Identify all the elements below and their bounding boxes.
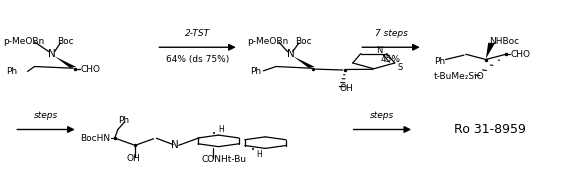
Text: N: N [48, 49, 56, 59]
Text: Ph: Ph [434, 57, 445, 66]
Text: CHO: CHO [81, 65, 101, 74]
Text: p-MeOBn: p-MeOBn [247, 37, 289, 47]
Text: Ph: Ph [118, 116, 129, 125]
Text: Boc: Boc [58, 37, 74, 47]
Text: •: • [213, 131, 216, 137]
Text: Ph: Ph [6, 67, 17, 76]
Text: 2-TST: 2-TST [185, 29, 210, 38]
Polygon shape [55, 56, 76, 68]
Text: Boc: Boc [295, 37, 312, 47]
Text: N: N [376, 46, 383, 55]
Text: Ph: Ph [250, 67, 261, 76]
Text: 7 steps: 7 steps [374, 29, 408, 38]
Text: t-BuMe₂SiO: t-BuMe₂SiO [434, 72, 485, 82]
Polygon shape [293, 56, 315, 68]
Text: •: • [251, 147, 255, 153]
Text: steps: steps [370, 111, 394, 120]
Text: 45%: 45% [381, 55, 401, 64]
Text: BocHN: BocHN [81, 134, 110, 143]
Text: OH: OH [339, 84, 353, 93]
Text: NHBoc: NHBoc [489, 37, 519, 47]
Polygon shape [486, 43, 495, 59]
Text: OH: OH [126, 154, 140, 163]
Text: H: H [256, 150, 262, 159]
Text: p-MeOBn: p-MeOBn [3, 37, 44, 47]
Text: N: N [171, 140, 179, 150]
Text: CONHt-Bu: CONHt-Bu [201, 155, 246, 164]
Text: 64% (ds 75%): 64% (ds 75%) [166, 55, 229, 64]
Text: steps: steps [34, 111, 58, 120]
Text: H: H [218, 125, 224, 134]
Text: S: S [397, 63, 402, 72]
Text: N: N [286, 49, 294, 59]
Text: CHO: CHO [511, 50, 531, 59]
Text: Ro 31-8959: Ro 31-8959 [454, 123, 526, 136]
